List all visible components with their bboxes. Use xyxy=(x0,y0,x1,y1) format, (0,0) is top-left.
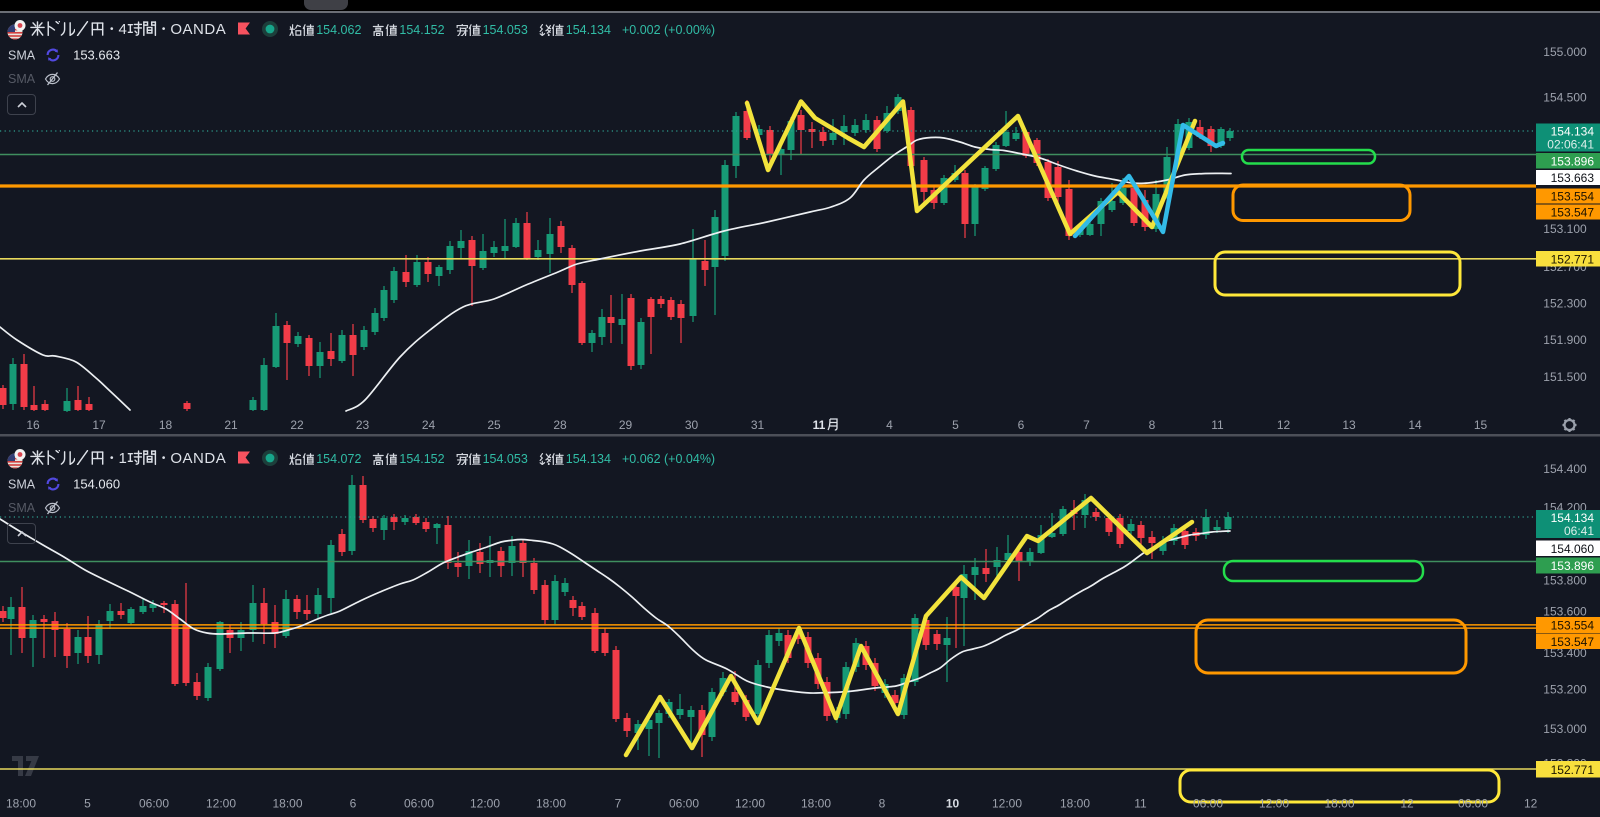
svg-text:4: 4 xyxy=(886,418,893,432)
svg-text:153.896: 153.896 xyxy=(1551,559,1595,573)
svg-text:30: 30 xyxy=(685,418,699,432)
svg-text:153.000: 153.000 xyxy=(1543,722,1587,736)
svg-text:154.134: 154.134 xyxy=(1551,511,1595,525)
svg-text:154.060: 154.060 xyxy=(1551,542,1595,556)
svg-text:11: 11 xyxy=(1211,418,1224,432)
svg-text:06:00: 06:00 xyxy=(1193,797,1223,811)
svg-text:152.771: 152.771 xyxy=(1551,252,1595,266)
svg-text:13: 13 xyxy=(1342,418,1356,432)
svg-text:8: 8 xyxy=(879,797,886,811)
svg-text:29: 29 xyxy=(619,418,633,432)
svg-text:25: 25 xyxy=(487,418,501,432)
svg-text:23: 23 xyxy=(356,418,370,432)
svg-text:11: 11 xyxy=(813,418,826,432)
svg-text:151.900: 151.900 xyxy=(1543,333,1587,347)
svg-text:151.500: 151.500 xyxy=(1543,370,1587,384)
svg-text:02:06:41: 02:06:41 xyxy=(1547,138,1594,152)
svg-text:153.663: 153.663 xyxy=(1551,171,1595,185)
svg-text:18:00: 18:00 xyxy=(272,797,302,811)
svg-text:18: 18 xyxy=(159,418,173,432)
svg-text:152.771: 152.771 xyxy=(1551,763,1595,777)
svg-text:11: 11 xyxy=(1134,797,1147,811)
svg-text:7: 7 xyxy=(615,797,622,811)
svg-text:06:00: 06:00 xyxy=(139,797,169,811)
svg-text:18:00: 18:00 xyxy=(1324,797,1354,811)
svg-text:24: 24 xyxy=(422,418,436,432)
svg-text:06:00: 06:00 xyxy=(669,797,699,811)
svg-text:12:00: 12:00 xyxy=(470,797,500,811)
svg-text:31: 31 xyxy=(751,418,765,432)
svg-text:153.400: 153.400 xyxy=(1543,646,1587,660)
svg-text:17: 17 xyxy=(92,418,106,432)
svg-text:154.400: 154.400 xyxy=(1543,462,1587,476)
svg-text:7: 7 xyxy=(1083,418,1090,432)
svg-text:12: 12 xyxy=(1277,418,1291,432)
svg-text:22: 22 xyxy=(290,418,304,432)
svg-text:153.800: 153.800 xyxy=(1543,574,1587,588)
svg-text:153.200: 153.200 xyxy=(1543,683,1587,697)
svg-text:15: 15 xyxy=(1474,418,1488,432)
svg-text:153.554: 153.554 xyxy=(1551,619,1595,633)
svg-text:5: 5 xyxy=(84,797,91,811)
svg-text:154.134: 154.134 xyxy=(1551,125,1595,139)
svg-text:10: 10 xyxy=(946,797,960,811)
svg-text:18:00: 18:00 xyxy=(1060,797,1090,811)
svg-text:8: 8 xyxy=(1149,418,1156,432)
svg-text:155.000: 155.000 xyxy=(1543,45,1587,59)
svg-text:153.547: 153.547 xyxy=(1551,635,1595,649)
svg-text:153.554: 153.554 xyxy=(1551,190,1595,204)
svg-text:12:00: 12:00 xyxy=(1524,797,1554,811)
svg-text:6: 6 xyxy=(1018,418,1025,432)
svg-text:06:41: 06:41 xyxy=(1564,524,1594,538)
svg-text:153.600: 153.600 xyxy=(1543,605,1587,619)
svg-text:12:00: 12:00 xyxy=(1259,797,1289,811)
svg-text:06:00: 06:00 xyxy=(1458,797,1488,811)
svg-text:16: 16 xyxy=(26,418,40,432)
svg-text:154.500: 154.500 xyxy=(1543,91,1587,105)
svg-text:18:00: 18:00 xyxy=(801,797,831,811)
svg-text:5: 5 xyxy=(952,418,959,432)
svg-text:06:00: 06:00 xyxy=(404,797,434,811)
svg-text:6: 6 xyxy=(350,797,357,811)
svg-text:28: 28 xyxy=(553,418,567,432)
svg-text:14: 14 xyxy=(1408,418,1422,432)
svg-text:153.547: 153.547 xyxy=(1551,206,1595,220)
svg-text:18:00: 18:00 xyxy=(536,797,566,811)
svg-text:12: 12 xyxy=(1400,797,1414,811)
svg-text:12:00: 12:00 xyxy=(735,797,765,811)
svg-text:153.896: 153.896 xyxy=(1551,154,1595,168)
svg-text:12:00: 12:00 xyxy=(992,797,1022,811)
svg-text:18:00: 18:00 xyxy=(6,797,36,811)
svg-text:152.300: 152.300 xyxy=(1543,297,1587,311)
svg-text:12:00: 12:00 xyxy=(206,797,236,811)
svg-text:153.100: 153.100 xyxy=(1543,222,1587,236)
svg-text:21: 21 xyxy=(224,418,238,432)
